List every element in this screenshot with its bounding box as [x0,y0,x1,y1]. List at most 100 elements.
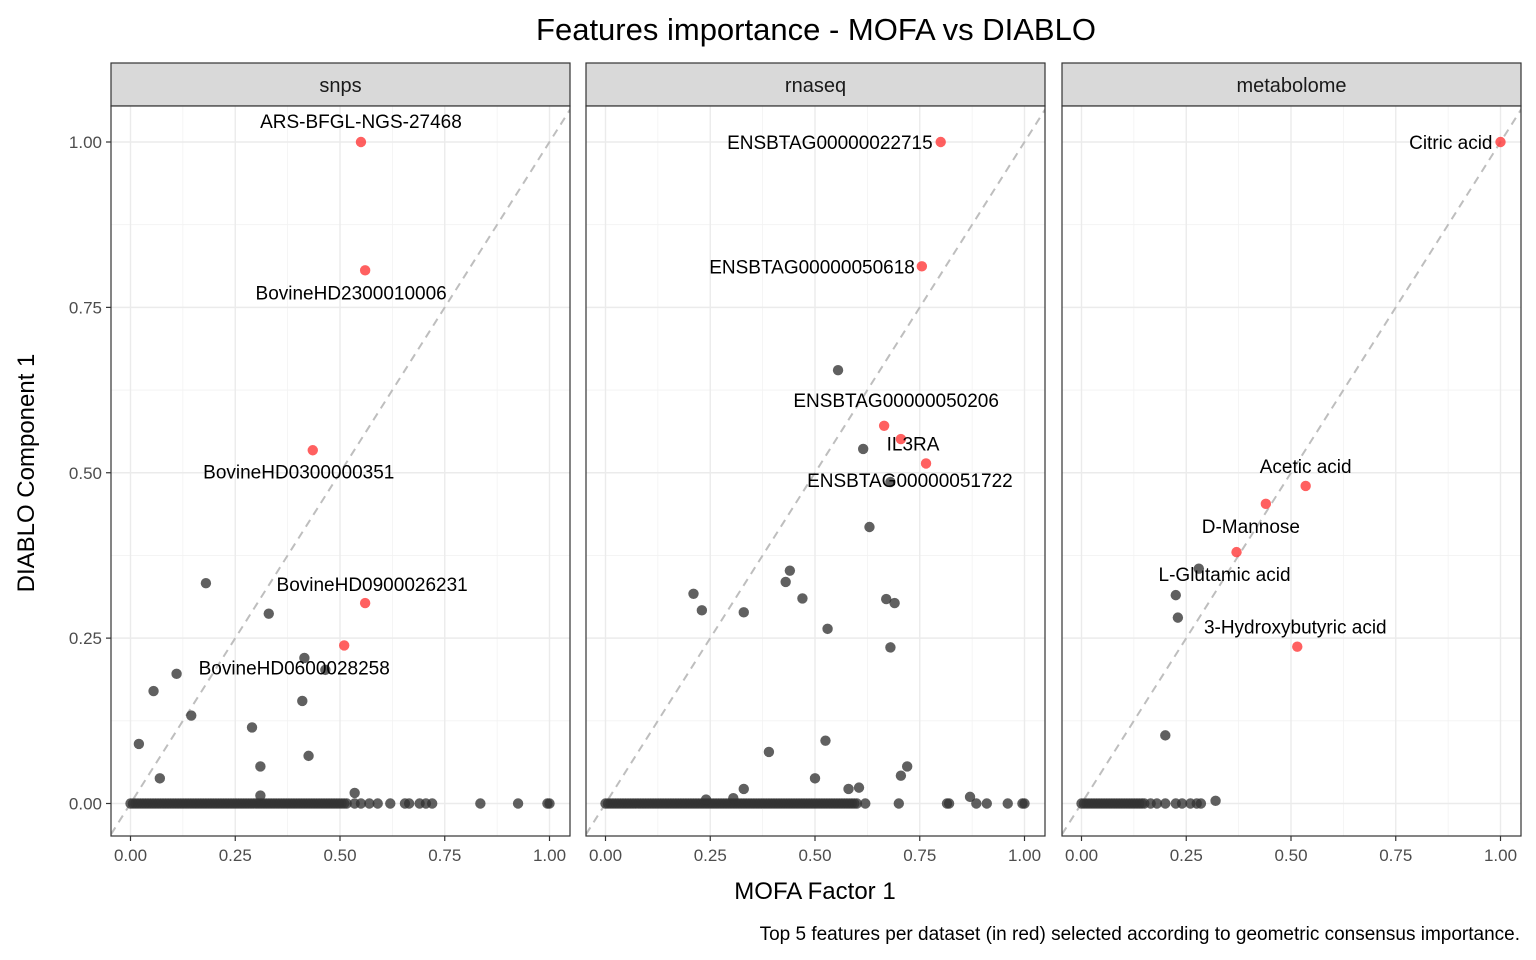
data-point [728,793,739,804]
data-point [820,735,831,746]
data-point [1193,563,1205,574]
data-point [780,576,791,588]
x-tick-label: 0.50 [798,846,831,865]
data-point [372,798,383,809]
top-feature-label: BovineHD0600028258 [199,658,390,679]
top-feature-label: Citric acid [1409,133,1492,154]
panel-snps: snps ARS-BFGL-NGS-27468 BovineHD2300010006… [69,62,571,865]
data-point [1019,798,1030,809]
data-point [885,642,896,653]
y-tick-label: 0.50 [69,464,102,483]
top-feature-point [1231,546,1242,558]
top-feature-label: IL3RA [887,434,940,455]
x-tick-label: 0.25 [1170,846,1203,865]
data-point [864,521,875,533]
data-point [171,668,182,680]
chart-title: Features importance - MOFA vs DIABLO [536,12,1096,47]
top-feature-point [1495,136,1506,148]
panel-strip-label: metabolome [1236,75,1346,97]
data-point [893,798,904,809]
data-point [1160,730,1171,741]
top-feature-point [1300,480,1311,492]
top-feature-label: ENSBTAG00000050206 [793,391,999,412]
data-point [320,664,331,676]
identity-reference-line [111,107,570,836]
identity-reference-line [586,107,1045,836]
data-point [696,605,708,616]
data-point [943,798,955,809]
data-point [885,476,896,488]
top-feature-point [307,445,318,456]
y-tick-label: 1.00 [69,133,102,152]
top-feature-point [935,136,946,148]
data-point [133,738,145,750]
x-tick-label: 0.75 [428,846,461,865]
top-feature-label: ARS-BFGL-NGS-27468 [260,112,462,133]
top-feature-label: 3-Hydroxybutyric acid [1204,618,1387,639]
data-point [1185,798,1196,809]
y-tick-label: 0.25 [69,629,102,648]
data-point [154,773,166,784]
data-point [186,710,197,721]
data-point [895,770,907,781]
top-feature-label: BovineHD2300010006 [256,283,447,304]
data-point [1170,798,1181,809]
data-point [426,798,438,809]
top-feature-point [916,261,928,272]
x-tick-label: 1.00 [1484,846,1517,865]
top-feature-point [920,458,932,469]
data-point [901,761,913,772]
top-feature-label: ENSBTAG00000022715 [727,133,933,154]
data-point [851,798,863,809]
panel-rnaseq: rnaseq ENSBTAG00000022715 ENSBTAG000000506… [585,62,1046,865]
data-point [349,787,360,799]
x-tick-label: 0.50 [1274,846,1307,865]
y-axis-title: DIABLO Component 1 [13,354,40,593]
data-point [857,443,869,455]
x-tick-label: 0.00 [1065,846,1098,865]
data-point [297,695,308,707]
data-point [303,750,314,762]
data-point [700,794,712,805]
x-axis-title: MOFA Factor 1 [734,878,895,905]
x-tick-label: 0.25 [694,846,727,865]
data-point [853,782,865,793]
data-point [889,597,900,609]
data-point [246,722,258,733]
panel-metabolome: metabolome Citric acid Acetic acid D-Mannos… [1061,62,1522,865]
data-point [255,790,266,801]
top-feature-point [878,420,890,431]
x-tick-label: 1.00 [533,846,566,865]
data-point [797,593,808,604]
x-tick-label: 0.50 [323,846,356,865]
top-feature-label: Acetic acid [1260,457,1352,478]
panel-strip [110,62,571,107]
data-point [341,798,352,809]
data-point [832,365,844,376]
data-point [512,798,524,809]
data-point [1145,798,1156,809]
top-feature-label: D-Mannose [1202,517,1300,538]
data-point [263,608,274,619]
top-feature-point [895,433,907,445]
data-point [1160,798,1171,809]
data-point [1002,798,1013,809]
data-point [784,565,796,576]
data-point [763,746,775,758]
top-feature-point [1260,498,1272,510]
y-tick-label: 0.75 [69,298,102,317]
x-tick-label: 0.00 [589,846,622,865]
data-point [971,798,982,809]
data-point [964,791,976,803]
top-feature-point [1292,641,1303,652]
top-feature-point [359,265,371,276]
data-point [364,798,375,809]
y-tick-label: 0.00 [69,795,102,814]
data-point [738,783,749,795]
data-point [200,578,212,589]
panels-layer: snps ARS-BFGL-NGS-27468 BovineHD2300010006… [69,62,1522,865]
identity-reference-line [1062,107,1521,836]
top-feature-label: BovineHD0900026231 [277,575,468,596]
data-point [881,593,892,605]
